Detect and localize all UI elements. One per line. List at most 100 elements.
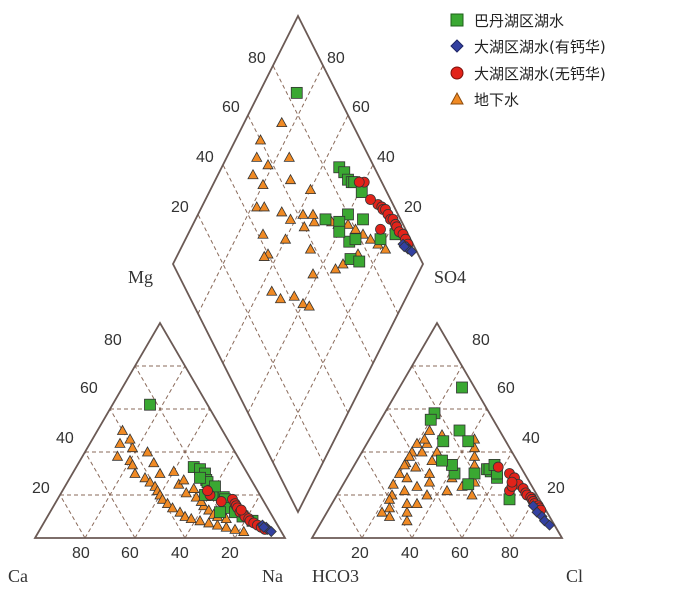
data-point-triangle [307, 208, 319, 219]
data-point-triangle [376, 506, 388, 517]
data-point-triangle [276, 206, 288, 217]
data-point-triangle [168, 465, 180, 476]
data-point-triangle [387, 478, 399, 489]
data-point-triangle [114, 437, 126, 448]
data-point-square [357, 213, 369, 226]
grid-line [336, 494, 363, 539]
axis-label-na: Na [262, 566, 283, 586]
data-point-square [446, 458, 458, 471]
data-point-square [462, 478, 475, 491]
data-point-triangle [258, 250, 270, 261]
data-point-triangle [298, 220, 310, 232]
data-point-triangle [166, 502, 179, 513]
tick-label: 60 [451, 545, 469, 562]
data-point-triangle [154, 467, 166, 478]
data-point-triangle [418, 433, 431, 444]
data-point-triangle [403, 450, 416, 461]
data-point-circle [235, 504, 247, 516]
data-point-square [353, 255, 366, 268]
tick-label: 40 [196, 149, 214, 166]
axis-label-mg: Mg [128, 267, 153, 287]
data-point-square [453, 424, 466, 437]
data-point-triangle [411, 497, 423, 509]
data-point-triangle [144, 476, 156, 487]
data-point-square [194, 471, 206, 484]
data-point-square [342, 208, 354, 221]
legend-label: 地下水 [474, 91, 519, 109]
data-point-triangle [229, 523, 241, 534]
data-point-triangle [262, 158, 274, 170]
legend: 巴丹湖区湖水 大湖区湖水(有钙华) 大湖区湖水(无钙华) 地下水 [450, 12, 606, 109]
data-point-triangle [466, 489, 478, 500]
data-point-triangle [401, 471, 413, 483]
data-point-triangle [139, 471, 151, 483]
data-point-triangle [329, 263, 342, 274]
data-point-square [349, 233, 362, 246]
data-point-triangle [421, 489, 433, 500]
grid-line [84, 451, 136, 539]
data-point-triangle [284, 173, 297, 185]
data-point-triangle [401, 514, 413, 526]
grid-line [247, 164, 374, 414]
data-point-triangle [398, 459, 411, 470]
data-point-triangle [247, 168, 259, 180]
axis-label-so4: SO4 [434, 267, 466, 287]
grid-line [134, 408, 211, 539]
points-layer [111, 86, 556, 538]
data-point-triangle [195, 495, 207, 506]
tick-label: 40 [522, 430, 540, 447]
data-point-triangle [179, 510, 191, 521]
tick-label: 80 [472, 332, 490, 349]
data-point-triangle [266, 285, 278, 296]
grid-line [272, 65, 399, 314]
data-point-triangle [410, 461, 422, 472]
data-point-square [319, 213, 332, 226]
data-point-triangle [423, 476, 436, 487]
tick-label: 80 [501, 545, 519, 562]
data-point-triangle [383, 510, 396, 521]
tick-label: 20 [404, 199, 422, 216]
tick-label: 40 [377, 149, 395, 166]
data-point-triangle [304, 183, 317, 195]
data-point-triangle [342, 218, 354, 229]
data-point-triangle [274, 292, 287, 304]
data-point-square [462, 435, 475, 448]
diamond-field [171, 14, 425, 514]
data-point-triangle [203, 517, 215, 528]
legend-label: 大湖区湖水(有钙华) [474, 38, 606, 56]
tick-label: 20 [221, 545, 239, 562]
data-point-triangle [303, 300, 315, 311]
data-point-triangle [297, 208, 309, 219]
data-point-triangle [279, 233, 292, 244]
data-point-triangle [283, 151, 295, 162]
data-point-diamond [527, 500, 539, 512]
data-point-triangle [148, 456, 160, 468]
grid-line [197, 214, 324, 463]
tick-label: 40 [56, 430, 74, 447]
data-point-triangle [178, 474, 190, 485]
data-point-diamond [258, 521, 270, 533]
data-point-triangle [116, 424, 129, 435]
data-point-triangle [401, 497, 413, 509]
data-point-circle [202, 485, 213, 497]
data-point-triangle [254, 134, 267, 145]
data-point-square [468, 467, 481, 480]
tick-label: 80 [248, 50, 266, 67]
legend-marker-circle [450, 66, 464, 80]
data-point-triangle [288, 290, 300, 301]
data-point-diamond [398, 241, 410, 253]
grid-line [272, 214, 399, 463]
tick-label: 20 [32, 480, 50, 497]
tick-label: 40 [401, 545, 419, 562]
data-point-square [214, 506, 226, 519]
grid-line [511, 494, 538, 539]
legend-marker-triangle [450, 91, 464, 105]
legend-label: 大湖区湖水(无钙华) [474, 65, 606, 83]
data-point-triangle [220, 521, 232, 532]
data-point-triangle [398, 484, 411, 496]
data-point-circle [365, 194, 376, 205]
cation-triangle [33, 321, 287, 539]
data-point-triangle [111, 450, 124, 461]
frame-layer [33, 14, 564, 539]
